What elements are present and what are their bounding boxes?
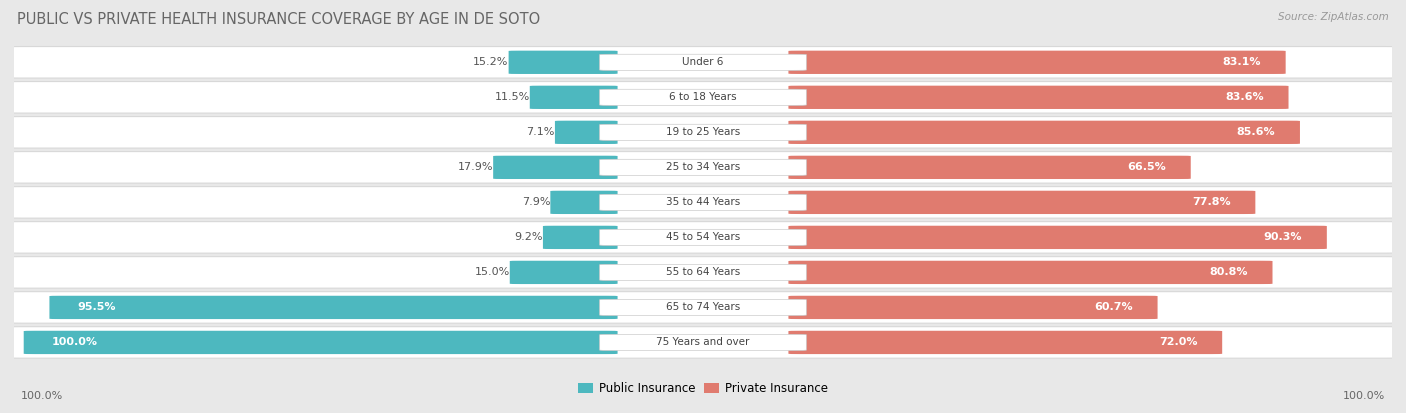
FancyBboxPatch shape xyxy=(543,226,617,249)
FancyBboxPatch shape xyxy=(7,81,1399,113)
Text: 60.7%: 60.7% xyxy=(1094,302,1133,312)
FancyBboxPatch shape xyxy=(599,124,806,140)
Text: 100.0%: 100.0% xyxy=(51,337,97,347)
FancyBboxPatch shape xyxy=(494,156,617,179)
Text: 80.8%: 80.8% xyxy=(1209,267,1247,278)
FancyBboxPatch shape xyxy=(7,327,1399,358)
Text: 7.1%: 7.1% xyxy=(527,127,555,138)
Text: 85.6%: 85.6% xyxy=(1236,127,1275,138)
FancyBboxPatch shape xyxy=(599,335,806,351)
Text: 77.8%: 77.8% xyxy=(1192,197,1230,207)
FancyBboxPatch shape xyxy=(789,226,1327,249)
Text: PUBLIC VS PRIVATE HEALTH INSURANCE COVERAGE BY AGE IN DE SOTO: PUBLIC VS PRIVATE HEALTH INSURANCE COVER… xyxy=(17,12,540,27)
Text: 6 to 18 Years: 6 to 18 Years xyxy=(669,93,737,102)
Text: 15.2%: 15.2% xyxy=(474,57,509,67)
Text: 83.6%: 83.6% xyxy=(1225,93,1264,102)
FancyBboxPatch shape xyxy=(789,156,1191,179)
FancyBboxPatch shape xyxy=(24,331,617,354)
FancyBboxPatch shape xyxy=(555,121,617,144)
Text: 15.0%: 15.0% xyxy=(474,267,510,278)
FancyBboxPatch shape xyxy=(789,296,1157,319)
Text: 65 to 74 Years: 65 to 74 Years xyxy=(666,302,740,312)
FancyBboxPatch shape xyxy=(509,51,617,74)
FancyBboxPatch shape xyxy=(789,331,1222,354)
Text: 9.2%: 9.2% xyxy=(515,233,543,242)
FancyBboxPatch shape xyxy=(599,89,806,105)
FancyBboxPatch shape xyxy=(789,191,1256,214)
FancyBboxPatch shape xyxy=(7,187,1399,218)
FancyBboxPatch shape xyxy=(789,261,1272,284)
Text: 11.5%: 11.5% xyxy=(495,93,530,102)
Text: 17.9%: 17.9% xyxy=(458,162,494,172)
FancyBboxPatch shape xyxy=(7,47,1399,78)
Text: 72.0%: 72.0% xyxy=(1159,337,1198,347)
FancyBboxPatch shape xyxy=(599,194,806,210)
FancyBboxPatch shape xyxy=(789,51,1285,74)
FancyBboxPatch shape xyxy=(599,54,806,70)
FancyBboxPatch shape xyxy=(7,292,1399,323)
Text: 100.0%: 100.0% xyxy=(21,392,63,401)
FancyBboxPatch shape xyxy=(7,256,1399,288)
FancyBboxPatch shape xyxy=(599,159,806,176)
Text: Source: ZipAtlas.com: Source: ZipAtlas.com xyxy=(1278,12,1389,22)
FancyBboxPatch shape xyxy=(510,261,617,284)
Text: 90.3%: 90.3% xyxy=(1264,233,1302,242)
Text: 45 to 54 Years: 45 to 54 Years xyxy=(666,233,740,242)
FancyBboxPatch shape xyxy=(599,264,806,280)
FancyBboxPatch shape xyxy=(789,85,1288,109)
Text: 7.9%: 7.9% xyxy=(522,197,550,207)
FancyBboxPatch shape xyxy=(530,85,617,109)
FancyBboxPatch shape xyxy=(550,191,617,214)
Text: 75 Years and over: 75 Years and over xyxy=(657,337,749,347)
Text: 55 to 64 Years: 55 to 64 Years xyxy=(666,267,740,278)
FancyBboxPatch shape xyxy=(599,299,806,316)
FancyBboxPatch shape xyxy=(599,229,806,245)
Text: 25 to 34 Years: 25 to 34 Years xyxy=(666,162,740,172)
Text: 66.5%: 66.5% xyxy=(1128,162,1166,172)
Text: 83.1%: 83.1% xyxy=(1222,57,1261,67)
Legend: Public Insurance, Private Insurance: Public Insurance, Private Insurance xyxy=(574,377,832,399)
FancyBboxPatch shape xyxy=(789,121,1301,144)
Text: 100.0%: 100.0% xyxy=(1343,392,1385,401)
FancyBboxPatch shape xyxy=(7,116,1399,148)
Text: 19 to 25 Years: 19 to 25 Years xyxy=(666,127,740,138)
Text: Under 6: Under 6 xyxy=(682,57,724,67)
FancyBboxPatch shape xyxy=(7,222,1399,253)
Text: 95.5%: 95.5% xyxy=(77,302,115,312)
Text: 35 to 44 Years: 35 to 44 Years xyxy=(666,197,740,207)
FancyBboxPatch shape xyxy=(49,296,617,319)
FancyBboxPatch shape xyxy=(7,152,1399,183)
